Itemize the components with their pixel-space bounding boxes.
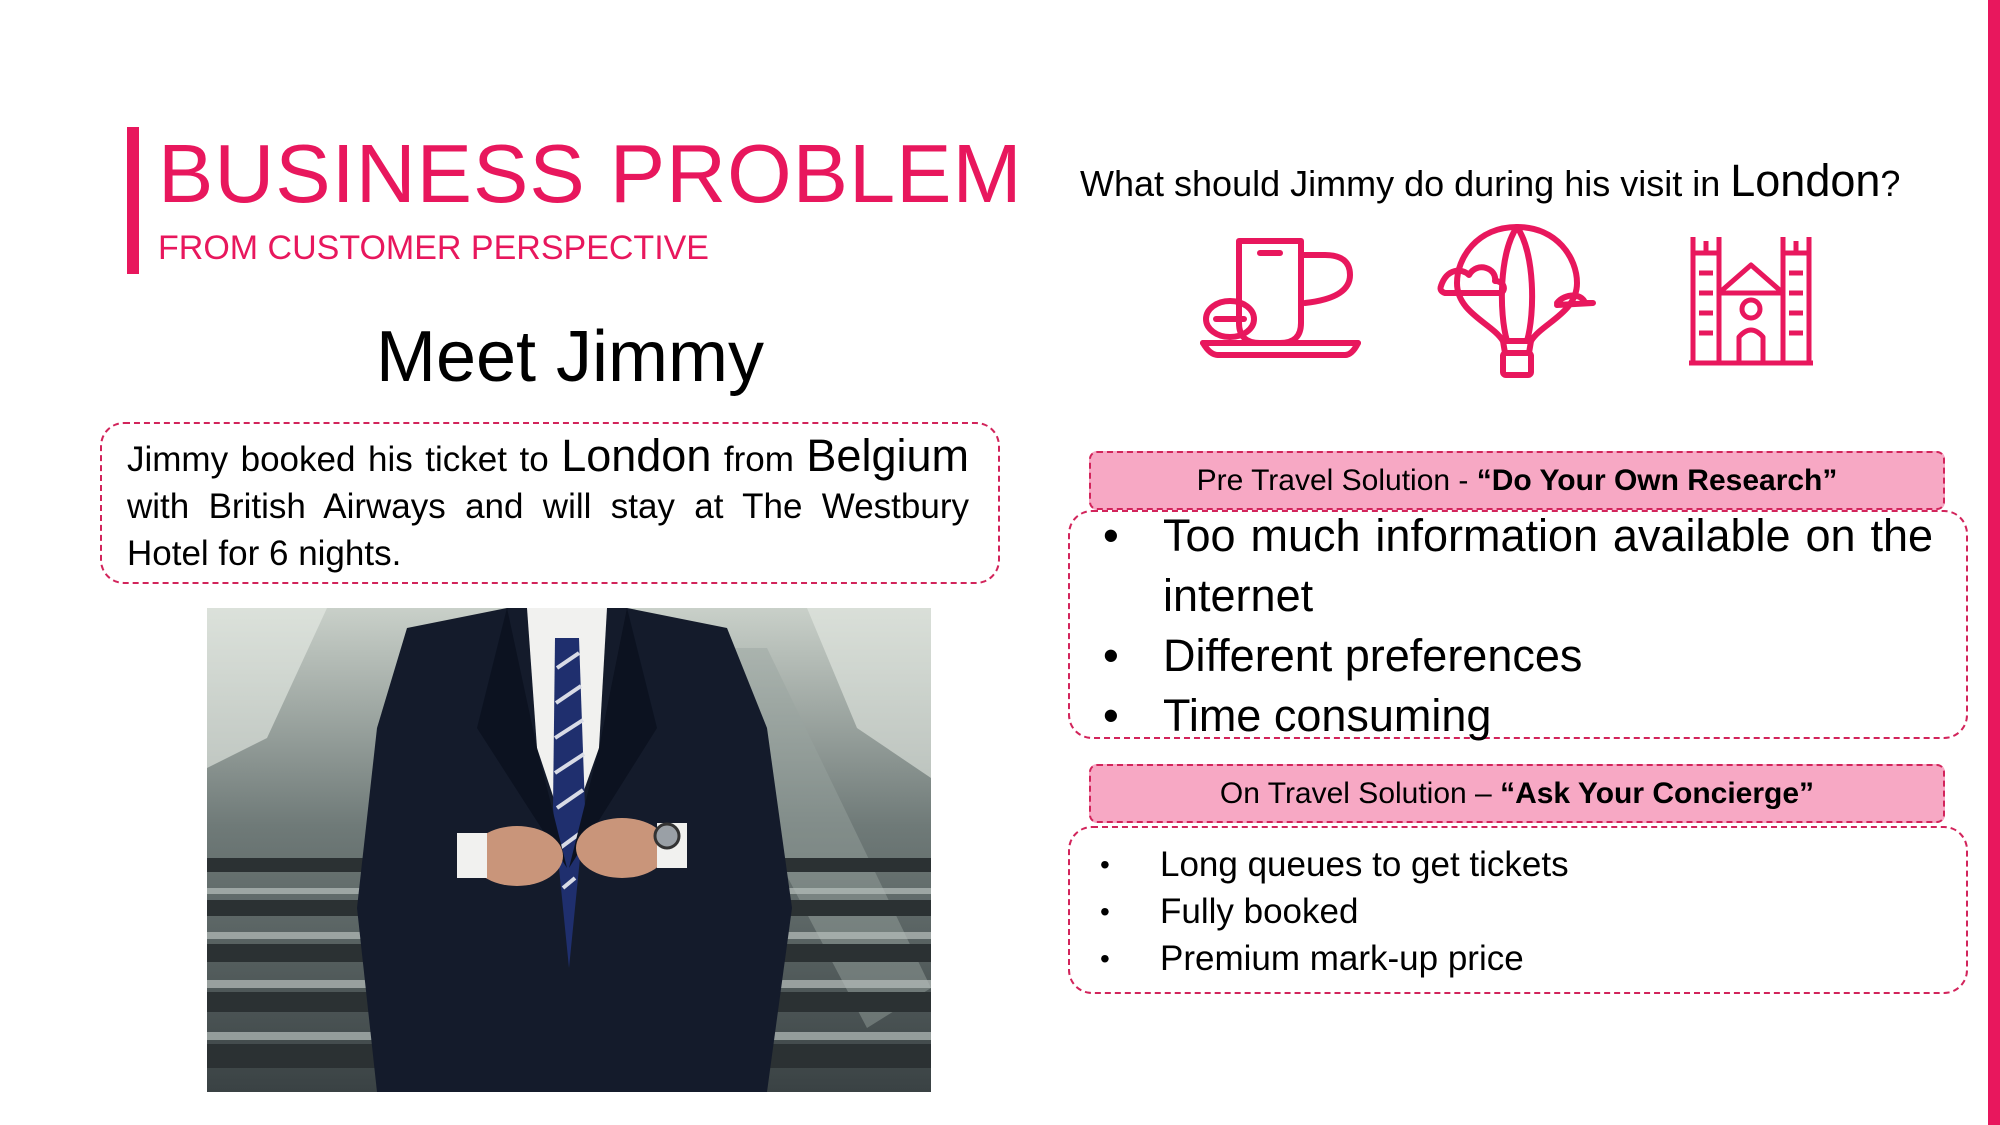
intro-city: London [561, 430, 712, 481]
on-travel-label: On Travel Solution – “Ask Your Concierge… [1089, 764, 1945, 823]
slide-edge-accent [1988, 0, 2000, 1125]
list-item: • Long queues to get tickets [1100, 841, 1920, 888]
bullet: • [1100, 896, 1110, 927]
intro-box [100, 422, 1000, 584]
intro-part-1: Jimmy booked his ticket to [127, 440, 562, 479]
list-item-text: Fully booked [1160, 892, 1359, 931]
list-item-text: Different preferences [1163, 630, 1583, 681]
slide-title: BUSINESS PROBLEM [158, 127, 1023, 220]
list-item: • Fully booked [1100, 888, 1920, 935]
cathedral-icon [1685, 233, 1817, 368]
tea-cup-icon [1200, 233, 1365, 368]
question-text: What should Jimmy do during his visit in… [1080, 155, 1900, 207]
title-accent-bar [127, 127, 139, 274]
list-item: • Premium mark-up price [1100, 935, 1920, 982]
bullet: • [1100, 943, 1110, 974]
list-item: • Time consuming [1103, 686, 1933, 746]
pre-travel-label: Pre Travel Solution - “Do Your Own Resea… [1089, 451, 1945, 510]
list-item-text: Too much information available on the in… [1163, 510, 1933, 621]
list-item: • Too much information available on the i… [1103, 506, 1933, 626]
bullet: • [1103, 690, 1119, 741]
businessman-photo [207, 608, 931, 1092]
slide-subtitle: FROM CUSTOMER PERSPECTIVE [158, 229, 709, 267]
question-part-1: What should Jimmy do during his visit in [1080, 163, 1731, 204]
intro-country: Belgium [806, 430, 969, 481]
hot-air-balloon-icon [1437, 223, 1597, 379]
intro-part-2: from [711, 440, 807, 479]
list-item-text: Time consuming [1163, 690, 1492, 741]
bullet: • [1103, 630, 1119, 681]
bullet: • [1103, 510, 1119, 561]
on-travel-label-prefix: On Travel Solution – [1219, 776, 1501, 810]
question-city: London [1730, 155, 1881, 206]
question-part-2: ? [1880, 163, 1901, 204]
pre-travel-list: • Too much information available on the i… [1103, 506, 1933, 746]
pre-travel-label-prefix: Pre Travel Solution - [1196, 463, 1477, 497]
on-travel-label-quote: “Ask Your Concierge” [1500, 776, 1815, 810]
intro-part-3: with British Airways and will stay at Th… [127, 487, 969, 573]
list-item-text: Premium mark-up price [1160, 939, 1524, 978]
pre-travel-box [1068, 510, 1968, 739]
bullet: • [1100, 849, 1110, 880]
list-item: • Different preferences [1103, 626, 1933, 686]
pre-travel-label-quote: “Do Your Own Research” [1476, 463, 1838, 497]
on-travel-list: • Long queues to get tickets • Fully booke… [1100, 841, 1920, 982]
on-travel-box [1068, 826, 1968, 994]
meet-jimmy-heading: Meet Jimmy [375, 317, 765, 397]
list-item-text: Long queues to get tickets [1160, 845, 1569, 884]
intro-text: Jimmy booked his ticket to London from B… [127, 432, 969, 577]
